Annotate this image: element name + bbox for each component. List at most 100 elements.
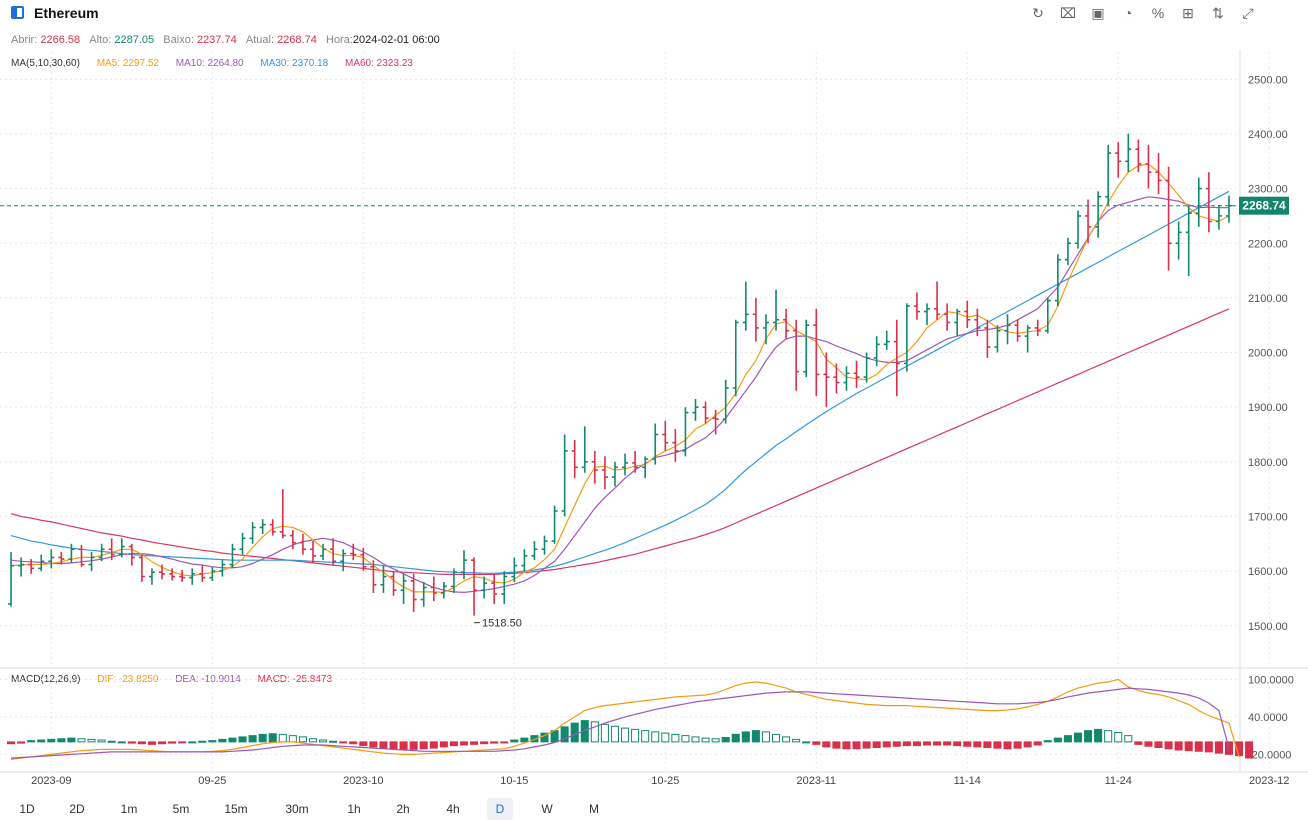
- period-15m[interactable]: 15m: [224, 802, 248, 816]
- price-tick-label: 1900.00: [1248, 402, 1288, 414]
- ohlc-bar: [853, 360, 860, 389]
- dif-line: [10, 678, 1240, 760]
- period-4h[interactable]: 4h: [446, 802, 460, 816]
- period-5m[interactable]: 5m: [172, 802, 190, 816]
- period-30m[interactable]: 30m: [285, 802, 309, 816]
- current-price-label: 2268.74: [1242, 199, 1286, 213]
- fullscreen-icon[interactable]: ⤢: [1242, 5, 1254, 21]
- ohlc-bar: [541, 535, 548, 555]
- period-m[interactable]: M: [589, 802, 599, 816]
- macd-bar: [339, 741, 348, 744]
- macd-bar: [852, 741, 861, 750]
- ohlc-bar: [259, 519, 266, 534]
- macd-bar: [641, 730, 650, 743]
- ohlc-bar: [229, 543, 236, 569]
- ohlc-bar: [833, 363, 840, 394]
- macd-bar: [449, 741, 458, 747]
- ohlc-bar: [903, 303, 910, 372]
- ohlc-bar: [863, 352, 870, 383]
- period-d[interactable]: D: [487, 798, 513, 820]
- period-1m[interactable]: 1m: [120, 802, 138, 816]
- ohlc-bar: [98, 543, 105, 562]
- macd-bar: [389, 741, 398, 750]
- refresh-icon[interactable]: ↻: [1032, 5, 1044, 21]
- macd-bar: [782, 736, 791, 743]
- period-1h[interactable]: 1h: [347, 802, 361, 816]
- ma-legend: MA(5,10,30,60) MA5: 2297.52 MA10: 2264.8…: [11, 58, 427, 69]
- macd-bar: [600, 723, 609, 743]
- ohlc-bar: [1125, 133, 1132, 173]
- ohlc-bar: [481, 576, 488, 599]
- ohlc-bar: [460, 550, 467, 580]
- macd-bar: [308, 738, 318, 743]
- annotation-label: 1518.50: [482, 618, 522, 630]
- current-value: 2268.74: [277, 34, 317, 46]
- ohlc-bar: [672, 429, 679, 462]
- macd-bar: [1033, 741, 1042, 746]
- ohlc-bar: [1145, 144, 1152, 189]
- ohlc-bar: [420, 582, 427, 607]
- ohlc-bar: [1105, 144, 1112, 205]
- macd-bar: [1084, 730, 1093, 743]
- ohlc-bar: [410, 573, 417, 613]
- macd-bar: [862, 741, 871, 749]
- macd-bar: [902, 741, 911, 747]
- macd-bar: [520, 737, 529, 743]
- macd-bar: [429, 741, 438, 749]
- pie-chart-icon[interactable]: ◔: [1123, 5, 1133, 21]
- macd-bar: [248, 735, 257, 743]
- macd-bar: [178, 741, 187, 744]
- ohlc-bar: [1165, 166, 1172, 271]
- period-2d[interactable]: 2D: [69, 802, 85, 816]
- ohlc-bar: [78, 544, 85, 567]
- macd-bar: [590, 721, 599, 743]
- macd-bar: [168, 741, 177, 744]
- ohlc-bar: [128, 543, 135, 566]
- draw-tool-icon[interactable]: ⌧: [1059, 5, 1077, 21]
- price-chart[interactable]: 1500.00 1600.00 1700.00 1800.00 1900.00 2000.…: [0, 0, 1308, 796]
- high-label: Alto:: [89, 34, 115, 46]
- macd-value-legend: MACD: -25.8473: [257, 674, 333, 685]
- macd-bar: [1154, 741, 1163, 748]
- time-tick-label: 09-25: [198, 775, 226, 787]
- image-icon[interactable]: ▣: [1091, 5, 1105, 21]
- macd-bar: [500, 741, 509, 744]
- ohlc-bar: [189, 568, 196, 585]
- price-tick-label: 2300.00: [1248, 184, 1288, 196]
- period-1d[interactable]: 1D: [19, 802, 35, 816]
- macd-bar: [1063, 735, 1072, 743]
- grid-icon[interactable]: ⊞: [1182, 5, 1194, 21]
- macd-bar: [822, 741, 831, 748]
- ohlc-bar: [924, 303, 930, 326]
- ohlc-bar: [239, 532, 246, 555]
- time-tick-label: 10-15: [500, 775, 528, 787]
- macd-bar: [721, 737, 730, 743]
- macd-bar: [147, 741, 156, 745]
- macd-bar: [892, 741, 901, 747]
- ma5-legend: MA5: 2297.52: [96, 58, 159, 69]
- percent-icon[interactable]: %: [1151, 5, 1165, 21]
- ohlc-bar: [400, 573, 407, 604]
- ohlc-bar: [148, 568, 155, 585]
- ohlc-bar: [279, 489, 286, 539]
- price-tick-label: 2400.00: [1248, 129, 1288, 141]
- dea-legend: DEA: -10.9014: [175, 674, 241, 685]
- macd-bar: [1003, 741, 1012, 750]
- period-2h[interactable]: 2h: [396, 802, 410, 816]
- dif-legend: DIF: -23.8250: [97, 674, 159, 685]
- period-w[interactable]: W: [541, 802, 553, 816]
- period-selector: 1D 2D 1m 5m 15m 30m 1h 2h 4h D W M: [0, 796, 1308, 822]
- compare-icon[interactable]: ⇅: [1212, 5, 1224, 21]
- macd-bar: [379, 741, 388, 749]
- macd-bar: [409, 741, 418, 750]
- ohlc-bar: [58, 551, 65, 565]
- ohlc-bar: [38, 554, 45, 572]
- ohlc-bar: [1024, 325, 1031, 353]
- macd-bar: [107, 740, 116, 743]
- macd-bar: [560, 726, 569, 743]
- ohlc-bar: [662, 420, 669, 451]
- time-tick-label: 2023-09: [31, 775, 71, 787]
- ohlc-bar: [692, 398, 699, 421]
- ohlc-bar: [581, 426, 588, 473]
- macd-bar: [137, 741, 146, 745]
